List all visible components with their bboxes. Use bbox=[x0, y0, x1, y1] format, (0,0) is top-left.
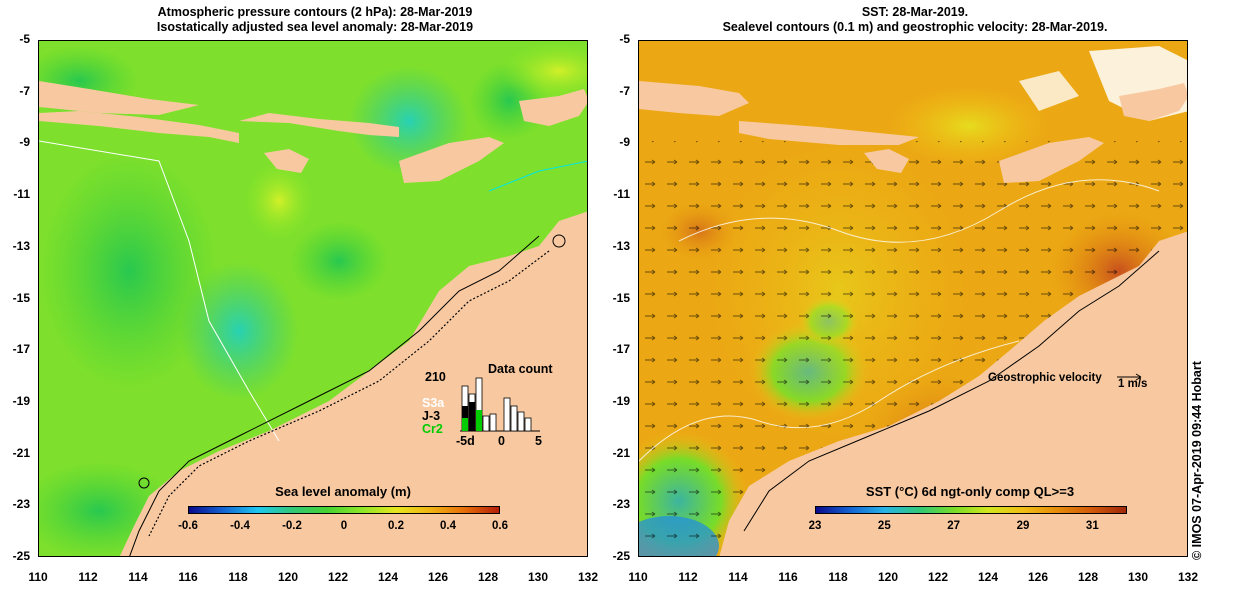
left-title-line1: Atmospheric pressure contours (2 hPa): 2… bbox=[157, 5, 473, 19]
bali-region bbox=[39, 81, 199, 115]
latitude-tick-label: -21 bbox=[612, 445, 630, 460]
longitude-tick-label: 114 bbox=[728, 570, 748, 584]
longitude-tick-label: 114 bbox=[128, 570, 148, 584]
colorbar-tick-label: -0.6 bbox=[178, 520, 198, 532]
latitude-tick-label: -5 bbox=[19, 32, 30, 46]
sumba-island bbox=[864, 149, 909, 173]
data-count-histogram bbox=[460, 377, 540, 432]
longitude-tick-label: 120 bbox=[877, 570, 899, 584]
sst-colorbar-title: SST (°C) 6d ngt-only comp QL>=3 bbox=[865, 484, 1075, 499]
sea-level-anomaly-map[interactable] bbox=[38, 40, 588, 557]
velocity-arrow-icon bbox=[1117, 373, 1142, 381]
tanimbar-islands bbox=[1119, 83, 1187, 121]
latitude-tick-label: -17 bbox=[12, 342, 30, 357]
colorbar-tick-label: 0.6 bbox=[492, 520, 508, 532]
longitude-tick-label: 116 bbox=[778, 570, 798, 584]
longitude-tick-label: 110 bbox=[28, 570, 48, 584]
right-panel-title: SST: 28-Mar-2019. Sealevel contours (0.1… bbox=[640, 5, 1190, 35]
latitude-tick-label: -9 bbox=[619, 135, 630, 150]
latitude-tick-label: -25 bbox=[612, 549, 630, 563]
latitude-tick-label: -7 bbox=[19, 83, 30, 98]
timor-island bbox=[399, 137, 504, 183]
bali-region bbox=[639, 81, 749, 116]
left-panel-title: Atmospheric pressure contours (2 hPa): 2… bbox=[40, 5, 590, 35]
colorbar-tick-label: -0.4 bbox=[230, 520, 250, 532]
left-title-line2: Isostatically adjusted sea level anomaly… bbox=[156, 20, 474, 34]
latitude-tick-label: -23 bbox=[612, 497, 630, 512]
longitude-tick-label: 130 bbox=[527, 570, 549, 584]
latitude-tick-label: -9 bbox=[19, 135, 30, 150]
imos-credit: © IMOS 07-Apr-2019 09:44 Hobart bbox=[1190, 361, 1204, 560]
right-title-line2: Sealevel contours (0.1 m) and geostrophi… bbox=[722, 20, 1108, 34]
latitude-tick-label: -7 bbox=[619, 83, 630, 98]
right-title-line1: SST: 28-Mar-2019. bbox=[861, 5, 969, 19]
longitude-tick-label: 124 bbox=[977, 570, 999, 584]
java-lesser-sunda bbox=[739, 121, 919, 145]
latitude-tick-label: -17 bbox=[612, 342, 630, 357]
longitude-tick-label: 120 bbox=[277, 570, 299, 584]
longitude-tick-label: 126 bbox=[1027, 570, 1049, 584]
longitude-tick-label: 112 bbox=[78, 570, 98, 584]
latitude-tick-label: -5 bbox=[619, 32, 630, 46]
java-island bbox=[39, 111, 239, 143]
latitude-tick-label: -21 bbox=[12, 445, 30, 460]
sumba-island bbox=[264, 149, 309, 173]
longitude-tick-label: 132 bbox=[1177, 570, 1199, 584]
longitude-tick-label: 124 bbox=[377, 570, 399, 584]
longitude-tick-label: 110 bbox=[628, 570, 648, 584]
geostrophic-velocity-label: Geostrophic velocity bbox=[988, 372, 1102, 384]
australia-landmass bbox=[719, 231, 1187, 556]
velocity-unit: 1 m/s bbox=[1118, 378, 1148, 390]
lesser-sunda-islands bbox=[239, 113, 399, 137]
longitude-tick-label: 128 bbox=[477, 570, 499, 584]
dc-tick-neg5: -5d bbox=[456, 434, 475, 448]
latitude-tick-label: -25 bbox=[12, 549, 30, 563]
colorbar-tick-label: 29 bbox=[1016, 520, 1030, 532]
latitude-tick-label: -15 bbox=[12, 290, 30, 305]
dc-tick-5: 5 bbox=[535, 434, 542, 448]
dc-tick-0: 0 bbox=[498, 434, 505, 448]
mission-s3a: S3a bbox=[422, 396, 445, 410]
mission-j3: J-3 bbox=[422, 409, 441, 423]
longitude-tick-label: 122 bbox=[927, 570, 949, 584]
colorbar-tick-label: 0.4 bbox=[440, 520, 456, 532]
data-count-title: Data count bbox=[488, 362, 553, 376]
latitude-tick-label: -15 bbox=[612, 290, 630, 305]
longitude-tick-label: 128 bbox=[1077, 570, 1099, 584]
colorbar-tick-label: 0 bbox=[340, 520, 348, 532]
colorbar-tick-label: 31 bbox=[1085, 520, 1099, 532]
colorbar-tick-label: 0.2 bbox=[388, 520, 404, 532]
latitude-tick-label: -11 bbox=[613, 187, 630, 202]
longitude-tick-label: 116 bbox=[178, 570, 198, 584]
colorbar-tick-label: 25 bbox=[877, 520, 891, 532]
sst-colorbar bbox=[815, 506, 1127, 514]
tanimbar-islands bbox=[519, 89, 587, 126]
colorbar-tick-label: 23 bbox=[808, 520, 822, 532]
latitude-tick-label: -23 bbox=[12, 497, 30, 512]
longitude-tick-label: 122 bbox=[327, 570, 349, 584]
longitude-tick-label: 132 bbox=[577, 570, 599, 584]
sst-map[interactable] bbox=[638, 40, 1188, 557]
sla-colorbar-title: Sea level anomaly (m) bbox=[275, 484, 411, 499]
data-count-max: 210 bbox=[425, 370, 446, 384]
latitude-tick-label: -19 bbox=[612, 393, 630, 408]
longitude-tick-label: 130 bbox=[1127, 570, 1149, 584]
mission-cr2: Cr2 bbox=[422, 422, 443, 436]
longitude-tick-label: 126 bbox=[427, 570, 449, 584]
longitude-tick-label: 118 bbox=[228, 570, 248, 584]
latitude-tick-label: -19 bbox=[12, 393, 30, 408]
latitude-tick-label: -11 bbox=[13, 187, 30, 202]
latitude-tick-label: -13 bbox=[12, 238, 30, 253]
latitude-tick-label: -13 bbox=[612, 238, 630, 253]
timor-island bbox=[999, 137, 1104, 183]
colorbar-tick-label: 27 bbox=[947, 520, 961, 532]
colorbar-tick-label: -0.2 bbox=[282, 520, 302, 532]
sla-colorbar bbox=[188, 506, 500, 514]
longitude-tick-label: 118 bbox=[828, 570, 848, 584]
longitude-tick-label: 112 bbox=[678, 570, 698, 584]
australia-landmass bbox=[119, 211, 587, 556]
